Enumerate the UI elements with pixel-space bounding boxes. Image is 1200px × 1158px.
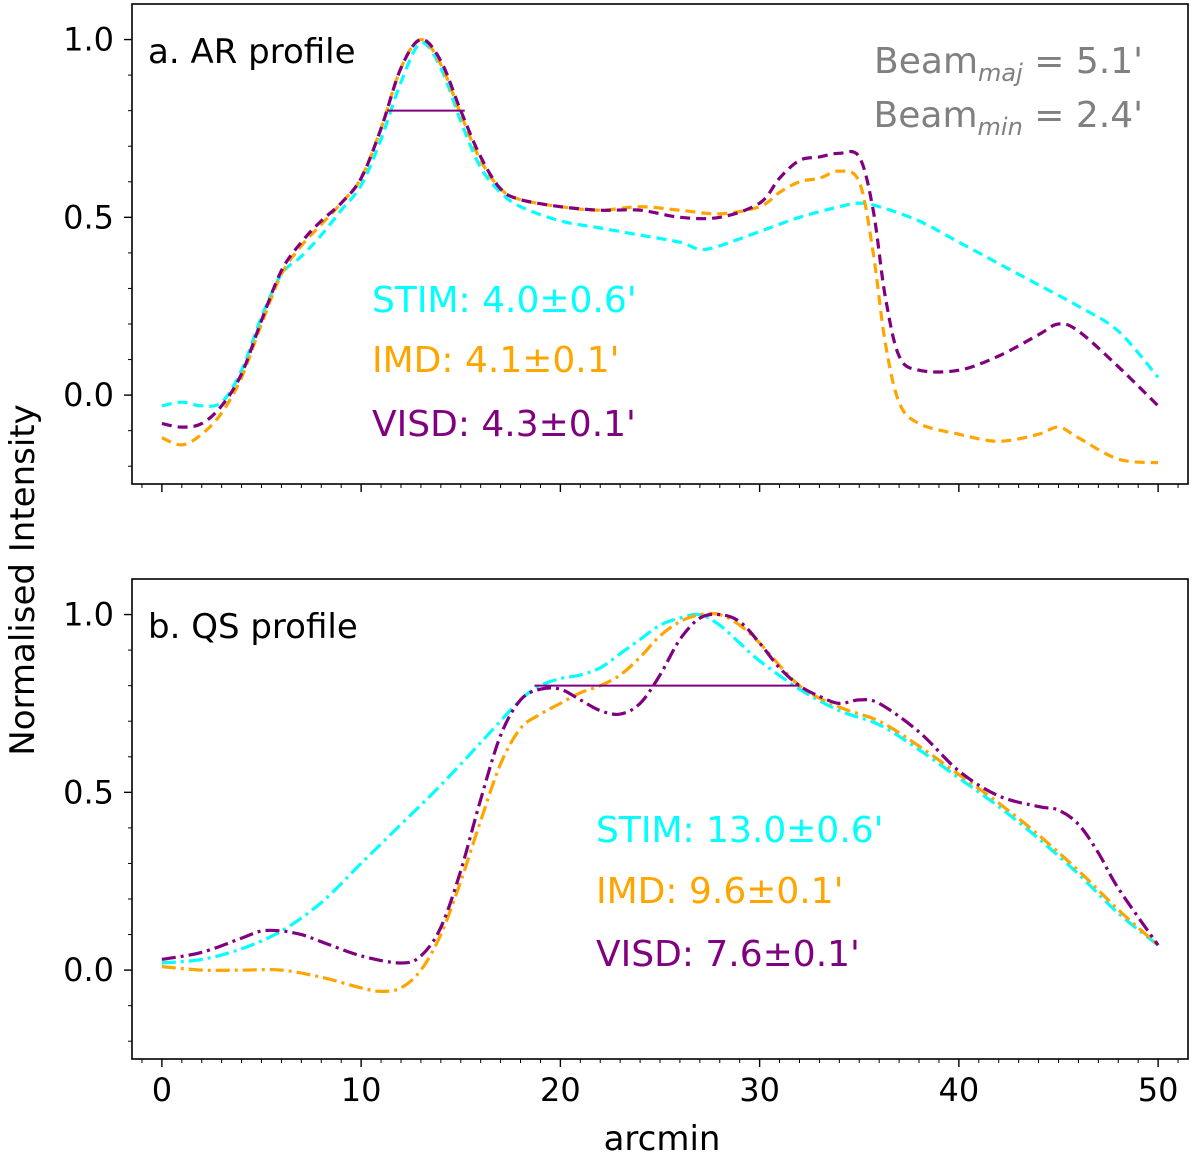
x-axis-label: arcmin xyxy=(604,1119,721,1158)
series-line-imd xyxy=(161,38,1159,465)
panel-a-stim-label: STIM: 4.0±0.6' xyxy=(372,280,637,321)
series-line-imd xyxy=(161,611,1160,993)
y-axis-label: Normalised Intensity xyxy=(3,404,43,755)
y-tick-label: 0.0 xyxy=(63,376,114,414)
panel-b-imd-label: IMD: 9.6±0.1' xyxy=(596,871,844,912)
y-tick-label: 0.5 xyxy=(63,773,114,811)
panel-a-major-ticks: 0.0 0.5 1.0 xyxy=(63,21,1159,492)
y-tick-label: 1.0 xyxy=(63,21,114,59)
series-line-stim xyxy=(161,612,1160,965)
x-tick-label: 20 xyxy=(540,1071,581,1109)
beam-major-annotation: Beammaj = 5.1' xyxy=(874,41,1143,87)
series-line-visd xyxy=(161,612,1160,965)
x-tick-label: 0 xyxy=(152,1071,172,1109)
panel-a-imd-label: IMD: 4.1±0.1' xyxy=(372,340,620,381)
x-tick-label: 40 xyxy=(939,1071,980,1109)
beam-minor-annotation: Beammin = 2.4' xyxy=(874,95,1143,141)
y-tick-label: 1.0 xyxy=(63,596,114,634)
panel-b-minor-ticks xyxy=(128,649,1179,1063)
panel-a-visd-label: VISD: 4.3±0.1' xyxy=(372,404,636,445)
panel-a-minor-ticks xyxy=(128,74,1179,488)
panel-a-title: a. AR profile xyxy=(148,32,356,72)
panel-ar-profile: 0.0 0.5 1.0 a. AR profile Beammaj = 5.1' B… xyxy=(63,3,1189,492)
panel-b-stim-label: STIM: 13.0±0.6' xyxy=(596,810,884,851)
x-tick-label: 50 xyxy=(1138,1071,1179,1109)
panel-qs-profile: 0 10 20 30 40 50 0.0 0.5 1.0 b. QS profile STIM:… xyxy=(63,578,1189,1109)
series-line-stim xyxy=(161,41,1160,408)
y-tick-label: 0.0 xyxy=(63,951,114,989)
x-tick-label: 10 xyxy=(341,1071,382,1109)
panel-b-visd-label: VISD: 7.6±0.1' xyxy=(596,934,860,975)
panel-a-series xyxy=(161,37,1160,465)
series-line-visd xyxy=(161,37,1160,429)
panel-b-title: b. QS profile xyxy=(148,607,358,647)
x-tick-label: 30 xyxy=(739,1071,780,1109)
panel-b-series xyxy=(161,611,1160,993)
y-tick-label: 0.5 xyxy=(63,198,114,236)
panel-b-major-ticks: 0 10 20 30 40 50 0.0 0.5 1.0 xyxy=(63,596,1178,1109)
